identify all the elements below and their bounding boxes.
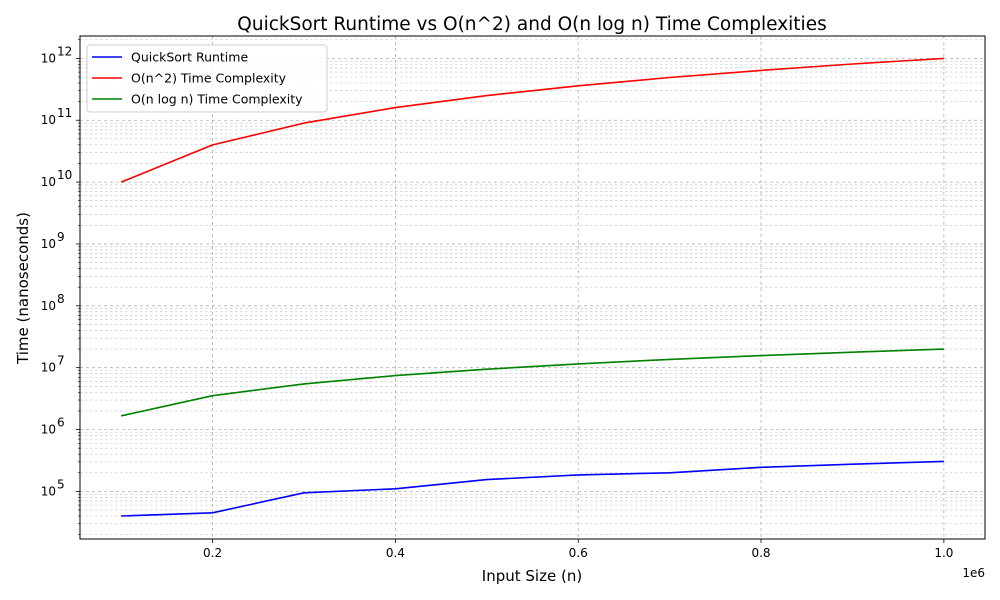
y-tick-label: 10 (41, 237, 56, 251)
series-line-3 (120, 348, 944, 417)
legend-label-2: O(n^2) Time Complexity (131, 71, 287, 86)
y-tick-label: 10 (41, 175, 56, 189)
y-tick-label-exponent: 12 (57, 44, 72, 58)
y-tick-label-exponent: 10 (57, 168, 72, 182)
y-tick-label-exponent: 7 (57, 354, 65, 368)
series-line-2 (120, 57, 944, 183)
y-tick-label-exponent: 6 (57, 416, 65, 430)
series-layer (120, 57, 944, 517)
legend: QuickSort Runtime O(n^2) Time Complexity O… (86, 44, 328, 113)
legend-label-1: QuickSort Runtime (131, 50, 248, 65)
y-tick-label-exponent: 8 (57, 292, 65, 306)
x-axis-label: Input Size (n) (482, 567, 582, 585)
x-tick-label: 1.0 (934, 546, 953, 560)
legend-label-3: O(n log n) Time Complexity (131, 92, 303, 107)
legend-box (86, 44, 328, 113)
y-tick-label: 10 (41, 51, 56, 65)
x-tick-label: 0.2 (203, 546, 222, 560)
y-tick-label-exponent: 5 (57, 477, 65, 491)
series-line-1 (121, 460, 944, 517)
y-tick-label-exponent: 9 (57, 230, 65, 244)
x-offset-label: 1e6 (962, 566, 985, 580)
plot-frame (79, 35, 986, 540)
chart-title: QuickSort Runtime vs O(n^2) and O(n log … (237, 14, 826, 35)
x-tick-label: 0.6 (569, 546, 588, 560)
x-tick-label: 0.4 (386, 546, 405, 560)
y-tick-label: 10 (41, 299, 56, 313)
y-tick-label-exponent: 11 (57, 106, 72, 120)
grid-layer (80, 36, 985, 539)
y-tick-label: 10 (41, 113, 56, 127)
y-tick-label: 10 (41, 361, 56, 375)
y-axis-label: Time (nanoseconds) (14, 212, 32, 365)
y-tick-label: 10 (41, 423, 56, 437)
y-tick-label: 10 (41, 484, 56, 498)
x-tick-label: 0.8 (751, 546, 770, 560)
